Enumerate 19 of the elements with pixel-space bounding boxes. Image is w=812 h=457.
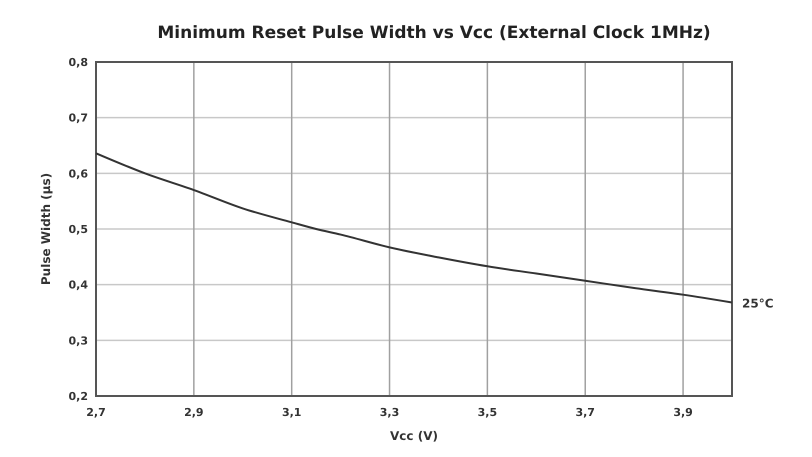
y-tick-label: 0,3: [68, 334, 88, 348]
x-tick-label: 3,9: [673, 406, 693, 419]
x-tick-label: 3,7: [575, 406, 595, 419]
x-tick-label: 2,9: [184, 406, 204, 419]
x-tick-label: 3,3: [380, 406, 400, 419]
x-tick-label: 3,5: [478, 406, 498, 419]
y-tick-label: 0,2: [68, 390, 88, 403]
y-tick-label: 0,7: [68, 112, 88, 125]
x-axis-title: Vcc (V): [390, 429, 438, 443]
x-tick-label: 3,1: [282, 406, 302, 419]
series-label: 25°C: [742, 296, 774, 310]
line-series: [95, 152, 733, 304]
chart-title: Minimum Reset Pulse Width vs Vcc (External Clock 1MHz): [157, 23, 711, 43]
y-axis-title: Pulse Width (µs): [39, 172, 53, 286]
x-tick-label: 2,7: [86, 406, 106, 419]
y-tick-label: 0,8: [68, 56, 88, 69]
y-tick-label: 0,4: [68, 278, 88, 292]
y-tick-label: 0,6: [68, 167, 88, 180]
y-tick-label: 0,5: [68, 223, 88, 236]
